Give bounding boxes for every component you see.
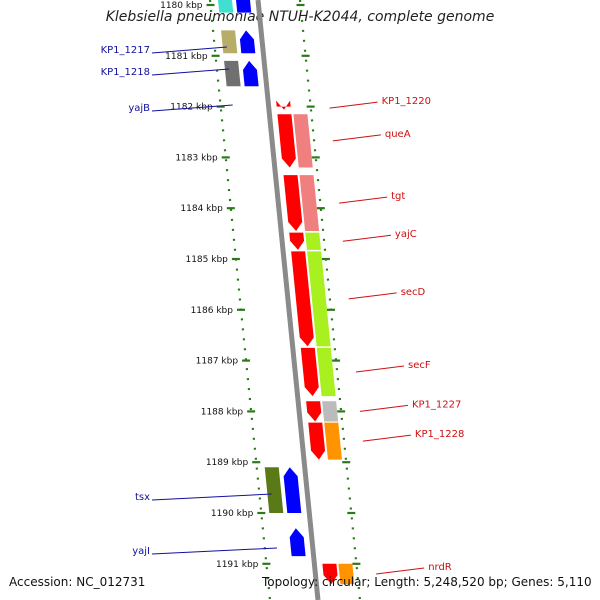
- reverse-label-leader: [151, 46, 227, 54]
- kbp-tick-label: 1184 kbp: [180, 204, 223, 214]
- forward-cog-queA: [293, 114, 313, 168]
- reverse-cog-unnamed: [217, 0, 234, 13]
- forward-label-leader: [362, 434, 411, 442]
- topology-label: Topology: circular; Length: 5,248,520 bp…: [262, 575, 592, 589]
- forward-label-leader: [348, 292, 397, 300]
- forward-cog-secF: [316, 347, 336, 397]
- reverse-gene-label: KP1_1218: [101, 67, 150, 78]
- forward-cds-tgt: [283, 175, 303, 232]
- reverse-label-leader: [151, 104, 233, 112]
- inner-ruler-line: [208, 0, 272, 600]
- forward-cds-yajC: [289, 232, 305, 250]
- kbp-tick-label: 1181 kbp: [165, 52, 208, 62]
- kbp-tick-label: 1180 kbp: [160, 1, 203, 11]
- forward-gene-label: nrdR: [428, 562, 452, 573]
- forward-cog-nrdR: [338, 563, 355, 585]
- forward-label-leader: [342, 234, 391, 242]
- forward-cog-tgt: [299, 175, 320, 232]
- forward-label-leader: [376, 567, 425, 575]
- forward-label-leader: [355, 365, 405, 373]
- forward-gene-label: secF: [408, 360, 431, 371]
- reverse-label-leader: [151, 493, 272, 501]
- reverse-cds-KP1_1217: [239, 30, 256, 54]
- forward-label-leader: [329, 101, 378, 109]
- kbp-tick-label: 1188 kbp: [201, 407, 244, 417]
- forward-label-leader: [332, 134, 381, 142]
- kbp-tick-label: 1190 kbp: [211, 509, 254, 519]
- forward-cog-yajC: [305, 232, 321, 250]
- forward-gene-label: tgt: [391, 191, 405, 202]
- forward-gene-label: yajC: [395, 229, 417, 240]
- kbp-tick-label: 1191 kbp: [216, 560, 259, 570]
- reverse-gene-label: tsx: [135, 492, 150, 503]
- forward-cds-KP1_1220: [276, 100, 291, 110]
- reverse-cds-unnamed: [236, 0, 252, 13]
- forward-label-leader: [339, 196, 388, 204]
- kbp-tick-label: 1187 kbp: [196, 357, 239, 367]
- forward-cog-KP1_1227: [322, 401, 339, 422]
- forward-gene-label: KP1_1227: [412, 399, 461, 410]
- reverse-label-leader: [151, 68, 230, 76]
- kbp-tick-label: 1185 kbp: [185, 255, 228, 265]
- forward-cds-nrdR: [322, 563, 338, 585]
- kbp-tick-label: 1189 kbp: [206, 458, 249, 468]
- reverse-gene-label: yajB: [128, 103, 150, 114]
- forward-cog-KP1_1228: [324, 422, 342, 460]
- reverse-cog-tsx: [264, 467, 284, 513]
- kbp-tick-label: 1183 kbp: [175, 153, 218, 163]
- forward-gene-label: KP1_1220: [382, 96, 431, 107]
- reverse-cog-KP1_1217: [221, 30, 238, 54]
- accession-label: Accession: NC_012731: [9, 575, 146, 589]
- reverse-cds-yajI: [289, 528, 306, 557]
- forward-cds-KP1_1228: [308, 422, 326, 460]
- forward-label-leader: [359, 404, 409, 412]
- forward-gene-label: KP1_1228: [415, 429, 464, 440]
- outer-ruler-line: [298, 0, 362, 600]
- forward-cds-secF: [300, 347, 319, 397]
- forward-cds-queA: [277, 114, 296, 168]
- reverse-gene-label: yajI: [132, 546, 150, 557]
- forward-cds-secD: [291, 251, 314, 347]
- map-title: Klebsiella pneumoniae NTUH-K2044, comple…: [105, 9, 495, 25]
- reverse-cds-KP1_1218: [242, 60, 259, 87]
- reverse-cog-KP1_1218: [224, 60, 241, 87]
- forward-gene-label: secD: [401, 287, 426, 298]
- genome-backbone: [255, 0, 321, 600]
- reverse-label-leader: [151, 547, 278, 555]
- reverse-cds-tsx: [283, 467, 302, 513]
- forward-gene-label: queA: [385, 129, 411, 140]
- reverse-gene-label: KP1_1217: [101, 45, 150, 56]
- forward-cds-KP1_1227: [306, 401, 322, 422]
- kbp-tick-label: 1186 kbp: [191, 306, 234, 316]
- forward-cog-secD: [307, 251, 331, 347]
